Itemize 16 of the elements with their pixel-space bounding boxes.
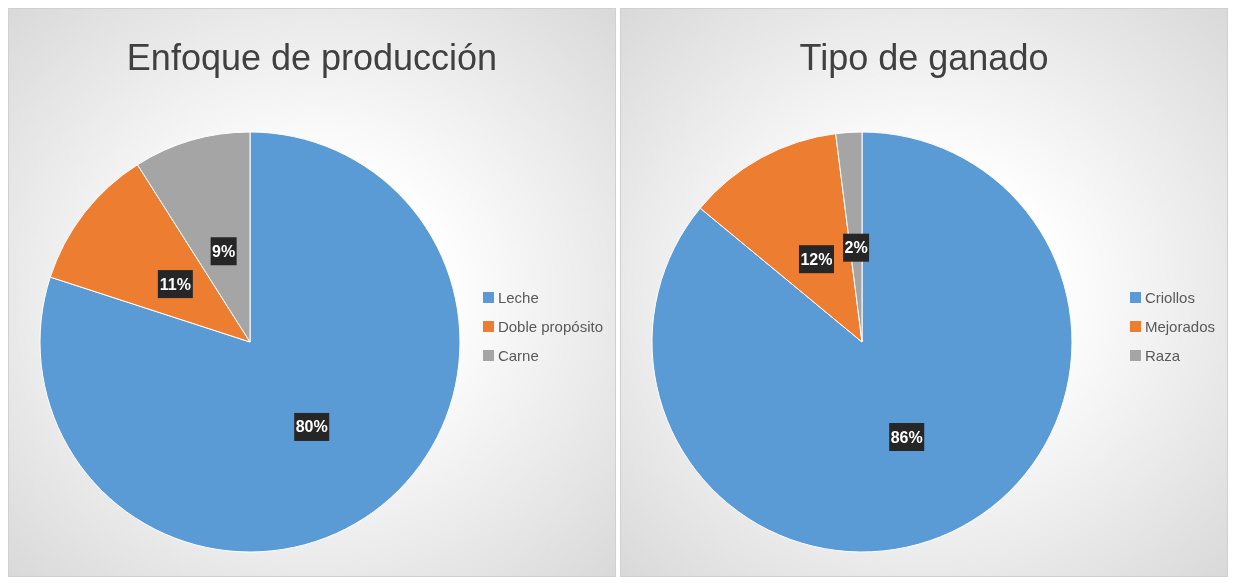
legend-label: Carne	[497, 347, 539, 364]
data-label: 12%	[800, 250, 833, 268]
chart-title: Tipo de ganado	[798, 36, 1050, 80]
pie-slice	[651, 131, 1073, 553]
data-label: 86%	[890, 428, 923, 446]
legend-label: Mejorados	[1144, 318, 1215, 335]
chart-title: Enfoque de producción	[125, 36, 499, 80]
data-label: 2%	[844, 239, 868, 257]
slice-label: Criollos	[1144, 289, 1195, 306]
legend-label: Doble propósito	[497, 318, 603, 335]
data-label: 11%	[159, 275, 191, 293]
data-label: 9%	[212, 242, 236, 260]
slice-label: Leche	[497, 289, 539, 306]
data-label: 80%	[295, 418, 328, 436]
pie-slice	[39, 131, 461, 553]
legend-label: Raza	[1144, 347, 1180, 364]
